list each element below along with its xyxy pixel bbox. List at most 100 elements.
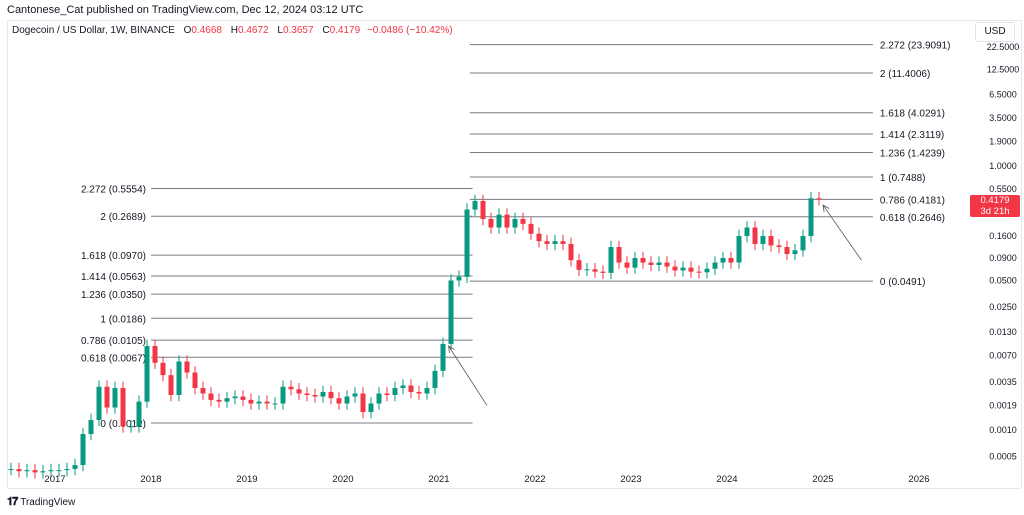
candle [792,244,798,261]
price-tick-label: 1.0000 [989,161,1017,171]
candle [608,240,614,280]
price-tick-label: 3.5000 [989,113,1017,123]
candle-body [480,201,486,219]
chart-frame [7,20,1022,489]
candle-body [664,262,670,267]
candle [128,420,134,433]
arrow-line [822,204,862,261]
candle [40,464,46,479]
time-tick-label: 2018 [140,474,161,485]
candle-body [600,271,606,273]
candle-body [88,419,94,435]
candle-body [592,269,598,272]
candle [568,237,574,267]
time-axis: 2017 2018 2019 2020 2021 2022 2023 2024 2025 2026 [44,474,929,485]
candle [368,397,374,419]
candle-body [48,470,54,472]
candle-body [816,198,822,200]
candle [376,387,382,410]
fib-level-label: 1.236 (1.4239) [880,148,945,159]
candle [336,391,342,410]
price-tick-label: 22.5000 [987,42,1020,52]
time-tick-label: 2020 [332,474,353,485]
candle-body [432,370,438,389]
candle [496,208,502,234]
candle [584,262,590,277]
candle-body [728,258,734,263]
candle-body [768,236,774,246]
candle [544,234,550,251]
annotation-arrows [448,204,862,406]
candles [8,191,822,479]
candle-body [696,271,702,273]
candle [464,203,470,284]
candle-body [512,218,518,228]
tradingview-brand[interactable]: 𝟏𝟕 TradingView [7,496,75,509]
candle-body [24,470,30,472]
candle-body [144,346,150,402]
candle [456,270,462,287]
candle [768,229,774,252]
fib-level-label: 1.414 (0.0563) [81,272,146,283]
candle-body [488,218,494,228]
candle-body [344,396,350,404]
candle-body [416,392,422,394]
candle [600,265,606,280]
candle-body [208,393,214,400]
candle-body [808,198,814,237]
candle-body [120,388,126,427]
candle [720,251,726,269]
candle-body [232,396,238,399]
candle-body [296,389,302,394]
fib-level-label: 1 (0.7488) [880,173,926,184]
fib-level-label: 2.272 (0.5554) [81,184,146,195]
candle [528,217,534,240]
high-value: 0.4672 [238,25,269,36]
candle-body [240,396,246,400]
candle-body [312,394,318,397]
candle [560,234,566,251]
publisher-line: Cantonese_Cat published on TradingView.c… [7,4,364,16]
candle [360,387,366,419]
candle [160,356,166,382]
price-tick-label: 0.0010 [989,425,1017,435]
current-price: 0.4179 [980,195,1010,207]
fib-level-label: 0 (0.0491) [880,277,926,288]
time-tick-label: 2019 [236,474,257,485]
candle-body [632,258,638,268]
candle-body [104,386,110,408]
candle [712,256,718,275]
candle [8,462,14,476]
candle-body [352,393,358,397]
candle [784,240,790,261]
candle [520,212,526,231]
candle [400,379,406,395]
symbol-title: Dogecoin / US Dollar, 1W, BINANCE [12,25,175,36]
fib-level-label: 2 (11.4006) [880,69,930,80]
fib-level-label: 1.618 (0.0970) [81,251,146,262]
candle [656,256,662,272]
candle [328,385,334,405]
price-tick-label: 1.9000 [989,136,1017,146]
candle [272,397,278,410]
candle-body [544,241,550,244]
fib-level-label: 0.618 (0.0067) [81,353,146,364]
candle-body [136,401,142,427]
currency-button[interactable]: USD [975,22,1015,42]
candle [552,234,558,251]
candle [640,251,646,269]
candle [632,251,638,274]
open-label: O [183,25,192,36]
candle [688,261,694,278]
candle-body [624,262,630,268]
candle [320,385,326,403]
candle [680,261,686,277]
brand-name: TradingView [20,497,76,508]
candle [616,240,622,269]
time-tick-label: 2022 [524,474,545,485]
candle [432,364,438,395]
candle-body [160,362,166,376]
candle-body [336,398,342,404]
candle-body [448,280,454,344]
